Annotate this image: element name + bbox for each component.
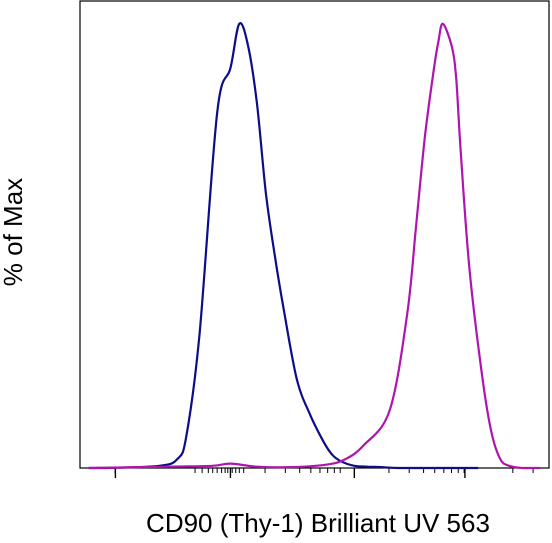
plot-frame [79,0,550,469]
y-axis-label: % of Max [0,178,28,286]
x-axis-ticks [114,468,534,478]
x-axis-label: CD90 (Thy-1) Brilliant UV 563 [146,508,490,538]
series-group [88,22,541,470]
axes-frame [79,0,550,469]
series-line-2 [88,22,541,470]
series-line-1 [88,22,479,470]
